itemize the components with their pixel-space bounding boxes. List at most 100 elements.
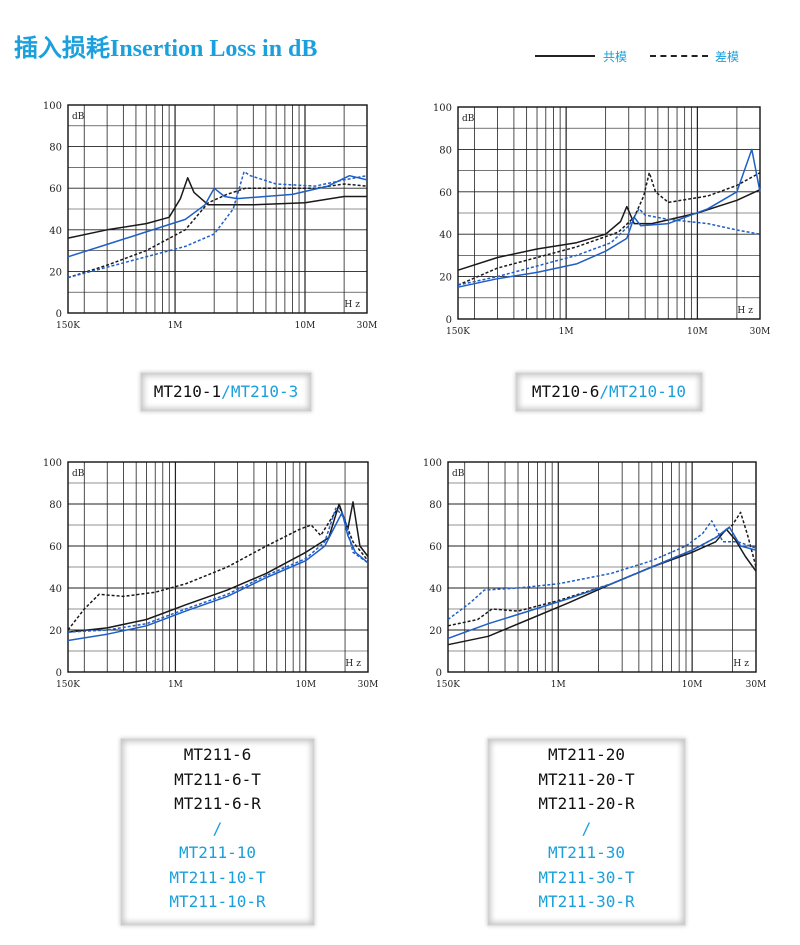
- model-name: MT210-10: [609, 382, 687, 401]
- series-line: [447, 520, 757, 621]
- y-tick-label: 100: [433, 103, 452, 114]
- plot-frame: [457, 106, 761, 320]
- y-tick-label: 100: [43, 101, 62, 112]
- model-name: MT211-20-R: [538, 794, 635, 813]
- y-tick-label: 0: [56, 309, 62, 320]
- series-line: [67, 501, 369, 633]
- y-tick-label: 0: [446, 315, 452, 326]
- y-unit-label: dB: [462, 114, 475, 124]
- model-name: MT211-6: [183, 745, 252, 764]
- x-tick-label: 30M: [750, 327, 771, 337]
- x-tick-label: 1M: [559, 327, 574, 337]
- y-tick-label: 20: [439, 273, 452, 284]
- model-name: MT211-6-T: [174, 769, 261, 789]
- model-name: MT210-1: [153, 382, 222, 401]
- series-line: [67, 170, 368, 279]
- x-tick-label: 10M: [682, 680, 703, 690]
- model-separator: /: [212, 818, 223, 838]
- y-tick-label: 40: [49, 226, 62, 237]
- x-tick-label: 1M: [168, 321, 183, 331]
- chart-mt211-20: 0 20 40 60 80 100 150K 1M 10M 30M dB Hz: [423, 458, 767, 690]
- y-tick-label: 40: [429, 584, 442, 595]
- chart-mt210-6: 0 20 40 60 80 100 150K 1M 10M 30M dB Hz: [433, 103, 771, 337]
- y-tick-label: 20: [49, 267, 62, 278]
- y-tick-label: 40: [439, 230, 452, 241]
- x-unit-label: Hz: [733, 659, 752, 669]
- series-line: [457, 208, 761, 286]
- series-line: [67, 507, 369, 633]
- x-tick-label: 150K: [56, 680, 80, 690]
- model-name: MT211-6-R: [174, 794, 261, 813]
- page-title: 插入损耗Insertion Loss in dB: [14, 36, 318, 62]
- series-line: [67, 174, 368, 258]
- model-name: MT211-20: [547, 745, 626, 764]
- series-line: [447, 528, 757, 646]
- model-name: MT211-10-R: [169, 892, 266, 911]
- y-tick-label: 60: [429, 542, 442, 553]
- chart-mt211-6: 0 20 40 60 80 100 150K 1M 10M 30M dB Hz: [43, 458, 379, 690]
- y-tick-label: 20: [429, 626, 442, 637]
- x-tick-label: 150K: [436, 680, 460, 690]
- model-name: MT211-10-T: [169, 867, 266, 887]
- series-line: [67, 177, 367, 239]
- y-unit-label: dB: [72, 469, 85, 479]
- model-separator: /: [599, 382, 609, 401]
- model-label-box-3: MT211-6 MT211-6-T MT211-6-R / MT211-10 M…: [120, 738, 315, 926]
- x-tick-label: 30M: [746, 680, 767, 690]
- model-name: MT210-6: [531, 382, 600, 401]
- y-tick-label: 60: [439, 188, 452, 199]
- y-tick-label: 100: [43, 458, 62, 469]
- y-tick-label: 40: [49, 584, 62, 595]
- y-tick-label: 60: [49, 184, 62, 195]
- y-tick-label: 80: [439, 145, 452, 156]
- series-line: [457, 171, 761, 286]
- model-name: MT211-30-R: [538, 892, 635, 911]
- model-separator: /: [581, 818, 592, 838]
- x-tick-label: 30M: [358, 680, 379, 690]
- series-line: [67, 511, 369, 642]
- x-tick-label: 10M: [295, 680, 316, 690]
- model-name: MT211-10: [178, 843, 257, 862]
- y-tick-label: 80: [49, 500, 62, 511]
- x-unit-label: Hz: [344, 300, 363, 310]
- series-line: [457, 189, 761, 271]
- x-tick-label: 30M: [357, 321, 378, 331]
- model-label-box-2: MT210-6/MT210-10: [515, 372, 703, 412]
- x-tick-label: 1M: [168, 680, 183, 690]
- y-tick-label: 20: [49, 626, 62, 637]
- x-tick-label: 1M: [551, 680, 566, 690]
- series-line: [447, 526, 757, 640]
- x-unit-label: Hz: [737, 306, 756, 316]
- x-tick-label: 150K: [446, 327, 470, 337]
- y-tick-label: 0: [436, 668, 442, 679]
- legend-solid-label: 共模: [603, 50, 628, 64]
- model-name: MT211-30: [547, 843, 626, 862]
- plot-frame: [447, 461, 757, 673]
- y-tick-label: 80: [49, 143, 62, 154]
- series-line: [457, 148, 761, 288]
- chart-mt210-1: 0 20 40 60 80 100 150K 1M 10M 30M dB Hz: [43, 101, 378, 331]
- legend: 共模 差模: [535, 46, 765, 66]
- model-name: MT210-3: [230, 382, 299, 401]
- model-name: MT211-20-T: [538, 769, 635, 789]
- x-tick-label: 150K: [56, 321, 80, 331]
- series-line: [67, 505, 369, 631]
- model-name: MT211-30-T: [538, 867, 635, 887]
- y-tick-label: 0: [56, 668, 62, 679]
- x-tick-label: 10M: [687, 327, 708, 337]
- plot-frame: [67, 104, 368, 314]
- y-tick-label: 100: [423, 458, 442, 469]
- model-label-box-1: MT210-1/MT210-3: [140, 372, 312, 412]
- legend-solid-line: [535, 55, 595, 57]
- model-separator: /: [221, 382, 231, 401]
- legend-dashed-line: [650, 55, 708, 57]
- y-tick-label: 60: [49, 542, 62, 553]
- x-tick-label: 10M: [295, 321, 316, 331]
- y-tick-label: 80: [429, 500, 442, 511]
- y-unit-label: dB: [452, 469, 465, 479]
- x-unit-label: Hz: [345, 659, 364, 669]
- plot-frame: [67, 461, 369, 673]
- model-label-box-4: MT211-20 MT211-20-T MT211-20-R / MT211-3…: [487, 738, 686, 926]
- legend-dashed-label: 差模: [715, 50, 740, 64]
- y-unit-label: dB: [72, 112, 85, 122]
